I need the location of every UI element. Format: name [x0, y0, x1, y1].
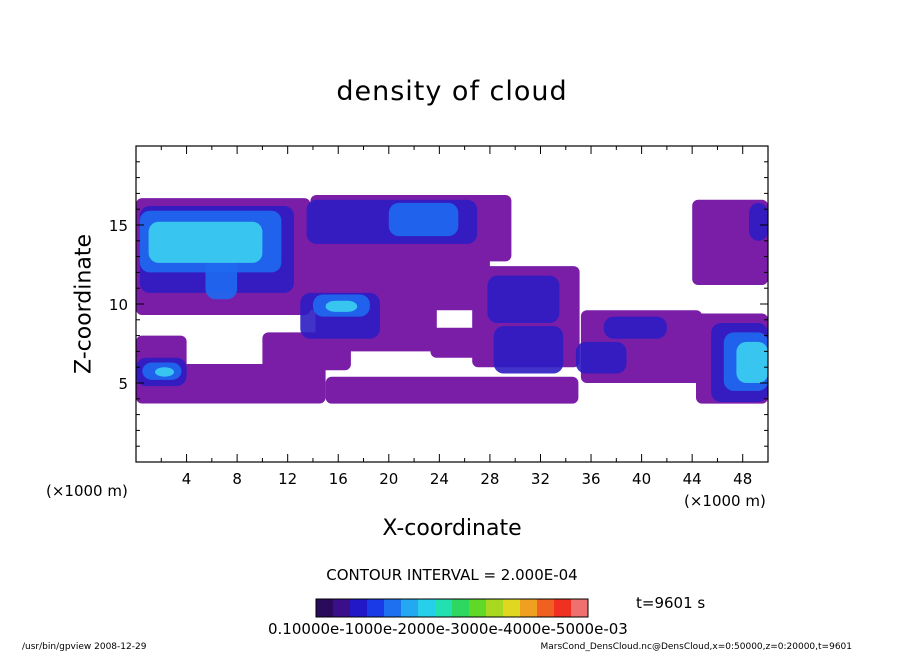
y-tick-label: 5: [118, 375, 128, 393]
x-axis-label: X-coordinate: [382, 516, 522, 541]
cloud-region-level-2: [487, 275, 560, 323]
footer-source: MarsCond_DensCloud.nc@DensCloud,x=0:5000…: [540, 642, 853, 652]
colorbar-swatch: [418, 599, 436, 617]
x-axis-unit: (×1000 m): [684, 492, 766, 510]
colorbar-labels: 0.10000e-1000e-2000e-3000e-4000e-5000e-0…: [268, 620, 628, 638]
colorbar: [315, 598, 589, 618]
x-tick-label: 16: [329, 470, 348, 488]
contour-interval-label: CONTOUR INTERVAL = 2.000E-04: [326, 566, 578, 584]
colorbar-swatch: [503, 599, 521, 617]
y-axis-unit: (×1000 m): [46, 482, 128, 500]
colorbar-swatch: [384, 599, 402, 617]
colorbar-swatch: [520, 599, 538, 617]
cloud-region-level-1: [325, 376, 579, 404]
y-tick-label: 10: [109, 296, 128, 314]
colorbar-swatch: [452, 599, 470, 617]
x-tick-label: 24: [430, 470, 449, 488]
cloud-region-level-2: [603, 316, 667, 339]
colorbar-swatch: [333, 599, 351, 617]
cloud-field: [136, 195, 768, 404]
x-tick-label: 28: [480, 470, 499, 488]
x-tick-label: 36: [581, 470, 600, 488]
x-tick-label: 40: [632, 470, 651, 488]
cloud-region-level-1: [262, 332, 351, 371]
x-tick-label: 48: [733, 470, 752, 488]
footer-program: /usr/bin/gpview 2008-12-29: [22, 642, 147, 652]
cloud-region-level-4: [148, 221, 263, 263]
cloud-region-level-1: [430, 327, 503, 358]
colorbar-swatch: [571, 599, 589, 617]
y-tick-label: 15: [109, 217, 128, 235]
x-tick-label: 32: [531, 470, 550, 488]
colorbar-swatch: [367, 599, 385, 617]
y-axis-label: Z-coordinate: [71, 234, 97, 374]
colorbar-swatch: [469, 599, 487, 617]
y-axis: 5 10 15: [109, 161, 768, 447]
cloud-region-level-2: [749, 202, 768, 241]
cloud-region-level-2: [493, 326, 564, 374]
time-label: t=9601 s: [636, 594, 706, 612]
cloud-region-level-4: [736, 341, 768, 383]
colorbar-frame: [315, 598, 589, 618]
x-tick-label: 8: [232, 470, 242, 488]
colorbar-swatch: [554, 599, 572, 617]
x-tick-label: 12: [278, 470, 297, 488]
colorbar-swatch: [316, 599, 334, 617]
x-tick-label: 20: [379, 470, 398, 488]
colorbar-swatch: [537, 599, 555, 617]
x-tick-label: 44: [683, 470, 702, 488]
cloud-region-level-4: [325, 300, 358, 312]
x-axis: 4 8 12 16 20 24 28 32 36 40 44 48: [160, 146, 752, 488]
colorbar-swatch: [401, 599, 419, 617]
colorbar-swatch: [486, 599, 504, 617]
cloud-region-level-3: [205, 253, 238, 300]
cloud-region-level-3: [388, 202, 459, 237]
cloud-region-level-4: [155, 367, 174, 377]
cloud-region-level-2: [575, 341, 627, 374]
colorbar-swatch: [350, 599, 368, 617]
colorbar-swatch: [435, 599, 453, 617]
chart-title: density of cloud: [336, 76, 568, 107]
x-tick-label: 4: [182, 470, 192, 488]
